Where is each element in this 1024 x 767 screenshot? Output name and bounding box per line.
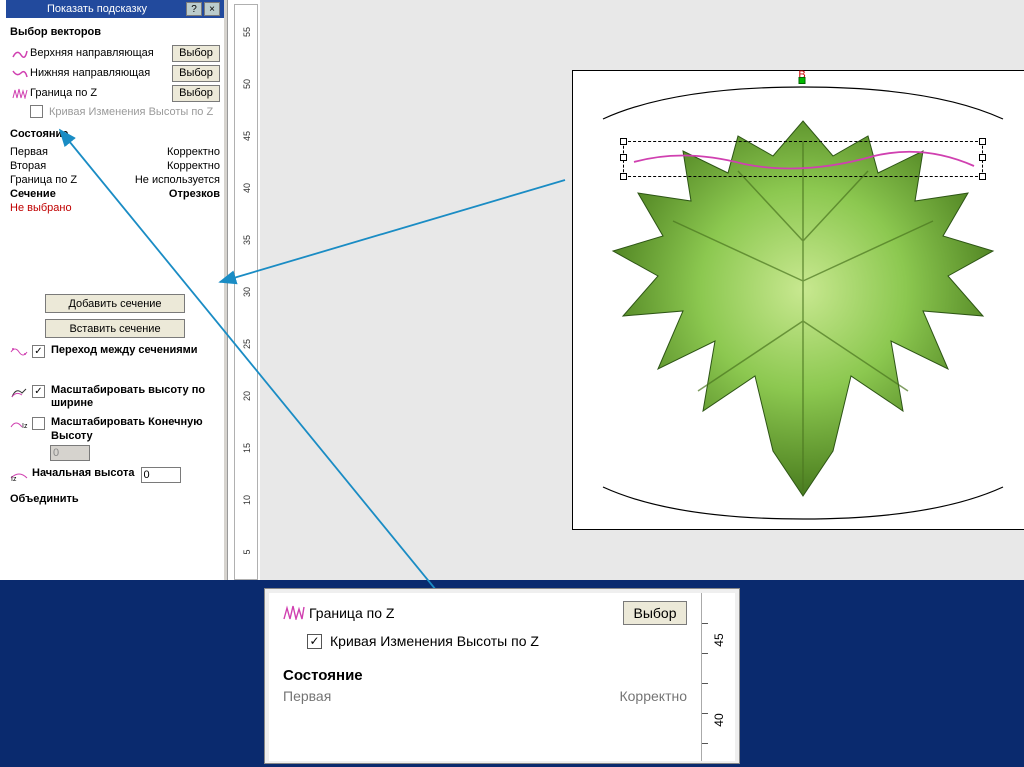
zoom-zbound-label: Граница по Z [309, 605, 623, 621]
help-icon[interactable]: ? [186, 2, 202, 16]
scale-width-checkbox[interactable]: ✓ [32, 385, 45, 398]
zoom-first: Первая [283, 688, 331, 704]
zoom-curve-z-checkbox[interactable]: ✓ [307, 634, 322, 649]
lower-guide-label: Нижняя направляющая [30, 67, 172, 79]
ruler-tick: 30 [242, 280, 252, 304]
zoom-curve-z-row: ✓ Кривая Изменения Высоты по Z [307, 633, 687, 649]
svg-text:Iz: Iz [22, 423, 28, 430]
status-not-selected: Не выбрано [10, 202, 72, 214]
status-first: Первая [10, 146, 48, 158]
status-block: Состояние Первая Корректно Вторая Корректн… [10, 128, 220, 214]
zbound-row: Граница по Z Выбор [10, 84, 220, 102]
zbound-icon [10, 87, 30, 99]
selection-box[interactable] [623, 141, 983, 177]
vectors-title: Выбор векторов [10, 26, 224, 38]
zoom-select-button[interactable]: Выбор [623, 601, 687, 625]
zoom-content: Граница по Z Выбор ✓ Кривая Изменения Вы… [269, 593, 701, 761]
ruler-tick: 45 [242, 124, 252, 148]
start-height-input[interactable] [141, 467, 181, 483]
status-section-val: Отрезков [169, 188, 220, 200]
ruler-tick: 10 [242, 488, 252, 512]
center-handle[interactable] [799, 77, 806, 84]
status-zbound-val: Не используется [135, 174, 220, 186]
zoom-first-val: Корректно [619, 688, 687, 704]
transition-checkbox[interactable]: ✓ [32, 345, 45, 358]
zoom-curve-z-label: Кривая Изменения Высоты по Z [330, 633, 539, 649]
vertical-ruler: 55 50 45 40 35 30 25 20 15 10 5 [234, 4, 258, 580]
scale-width-icon [10, 385, 32, 402]
curve-z-label: Кривая Изменения Высоты по Z [49, 106, 213, 118]
upper-select-button[interactable]: Выбор [172, 45, 220, 62]
lower-select-button[interactable]: Выбор [172, 65, 220, 82]
selected-curve [624, 142, 984, 178]
ruler-tick: 55 [242, 20, 252, 44]
status-second-val: Корректно [167, 160, 220, 172]
ruler-tick: 40 [242, 176, 252, 200]
zoom-status-title: Состояние [283, 667, 687, 684]
curve-z-row: Кривая Изменения Высоты по Z [30, 105, 220, 118]
zoom-ruler: 45 40 [701, 593, 735, 761]
upper-guide-icon [10, 47, 30, 59]
drawing-page[interactable]: В [572, 70, 1024, 530]
zoom-zbound-icon [283, 604, 309, 623]
canvas-area[interactable]: В [260, 0, 1024, 580]
zoom-panel: Граница по Z Выбор ✓ Кривая Изменения Вы… [264, 588, 740, 764]
hint-title: Показать подсказку [10, 3, 184, 15]
lower-guide-row: Нижняя направляющая Выбор [10, 64, 220, 82]
ruler-tick: 35 [242, 228, 252, 252]
ruler-tick: 50 [242, 72, 252, 96]
insert-section-button[interactable]: Вставить сечение [45, 319, 185, 338]
zoom-ruler-tick: 45 [712, 623, 726, 657]
zbound-label: Граница по Z [30, 87, 172, 99]
start-height-row: Iz Начальная высота [10, 467, 220, 485]
add-section-button[interactable]: Добавить сечение [45, 294, 185, 313]
svg-text:Iz: Iz [11, 476, 17, 482]
scale-width-label: Масштабировать высоту по ширине [51, 384, 220, 410]
scale-final-row: Iz Масштабировать Конечную Высоту [10, 416, 220, 442]
panel-divider[interactable] [224, 0, 228, 580]
ruler-tick: 5 [242, 540, 252, 564]
status-title: Состояние [10, 128, 220, 140]
side-panel: Показать подсказку ? × Выбор векторов Ве… [6, 0, 224, 580]
status-first-val: Корректно [167, 146, 220, 158]
upper-guide-label: Верхняя направляющая [30, 47, 172, 59]
zoom-zbound-row: Граница по Z Выбор [283, 601, 687, 625]
start-height-label: Начальная высота [32, 467, 135, 480]
transition-row: ✓ Переход между сечениями [10, 344, 220, 362]
upper-guide-row: Верхняя направляющая Выбор [10, 44, 220, 62]
scale-width-row: ✓ Масштабировать высоту по ширине [10, 384, 220, 410]
scale-final-input[interactable] [50, 445, 90, 461]
status-second: Вторая [10, 160, 46, 172]
ruler-tick: 15 [242, 436, 252, 460]
curve-z-checkbox[interactable] [30, 105, 43, 118]
ruler-tick: 20 [242, 384, 252, 408]
hint-bar: Показать подсказку ? × [6, 0, 224, 18]
scale-final-label: Масштабировать Конечную Высоту [51, 416, 220, 442]
zoom-ruler-tick: 40 [712, 703, 726, 737]
ruler-tick: 25 [242, 332, 252, 356]
close-icon[interactable]: × [204, 2, 220, 16]
lower-guide-icon [10, 67, 30, 79]
zbound-select-button[interactable]: Выбор [172, 85, 220, 102]
scale-final-checkbox[interactable] [32, 417, 45, 430]
app-top-region: Показать подсказку ? × Выбор векторов Ве… [0, 0, 1024, 580]
start-height-icon: Iz [10, 468, 32, 485]
status-section: Сечение [10, 188, 56, 200]
status-zbound: Граница по Z [10, 174, 77, 186]
scale-final-icon: Iz [10, 417, 32, 434]
transition-label: Переход между сечениями [51, 344, 220, 357]
transition-icon [10, 345, 32, 362]
merge-title: Объединить [10, 493, 224, 505]
